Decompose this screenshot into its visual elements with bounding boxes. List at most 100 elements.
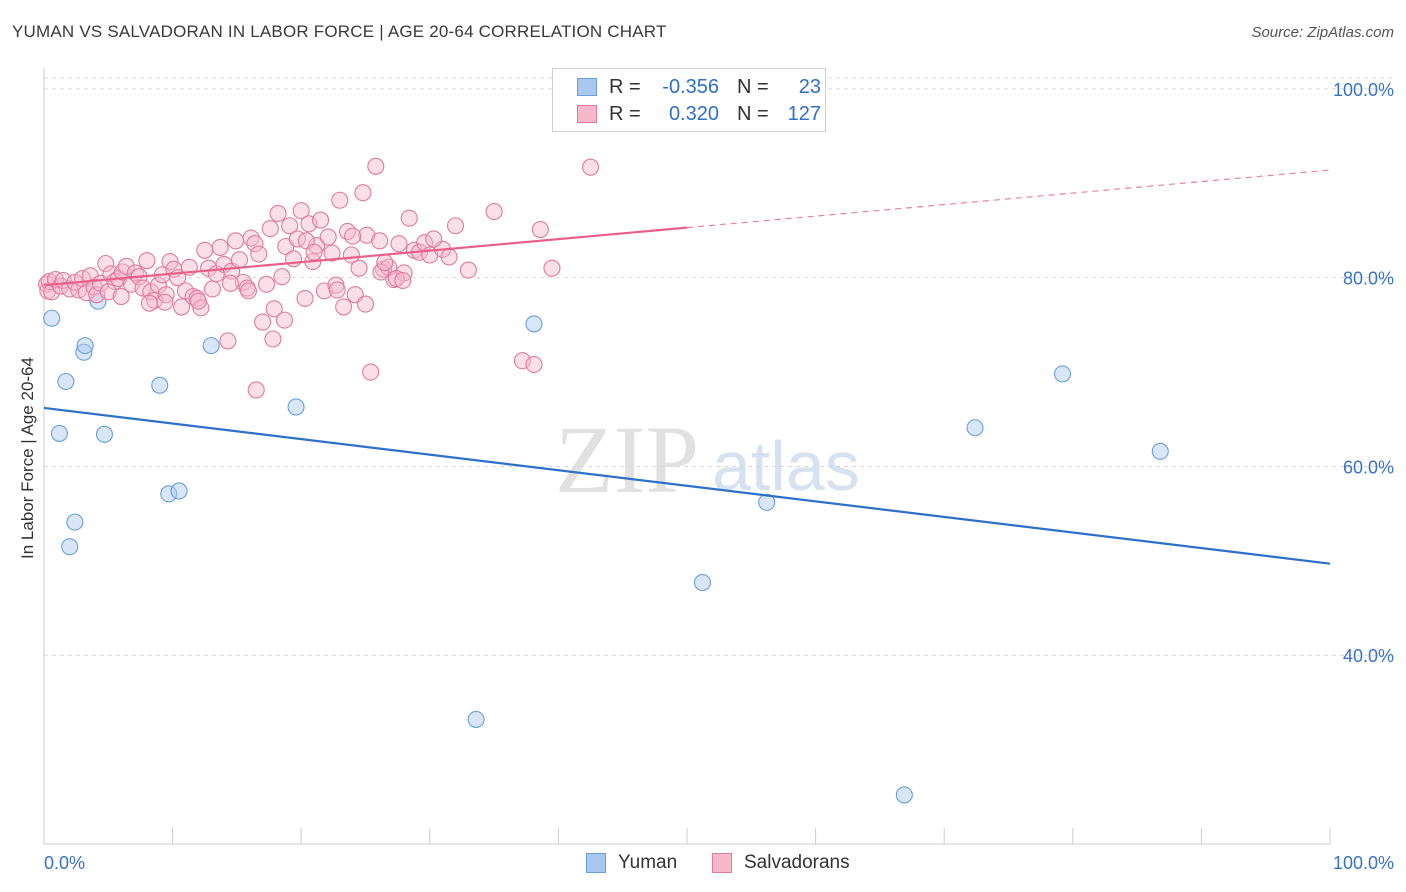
point-salvadorans <box>335 298 353 316</box>
point-salvadorans <box>485 203 503 221</box>
point-salvadorans <box>581 158 600 176</box>
series-legend-yuman[interactable]: Yuman <box>586 852 677 874</box>
legend-r-label: R = <box>609 75 641 98</box>
point-yuman <box>467 710 485 728</box>
point-salvadorans <box>265 300 283 318</box>
point-yuman <box>693 573 711 592</box>
point-yuman <box>43 309 61 327</box>
point-salvadorans <box>192 299 210 317</box>
legend-n-label: N = <box>737 75 769 98</box>
point-salvadorans <box>138 252 156 270</box>
point-salvadorans <box>230 251 249 269</box>
point-salvadorans <box>525 355 543 374</box>
point-salvadorans <box>376 254 394 272</box>
y-tick-label: 100.0% <box>1333 80 1394 100</box>
point-salvadorans <box>254 313 272 331</box>
legend-r-value: -0.356 <box>662 75 719 98</box>
point-salvadorans <box>323 244 341 262</box>
point-salvadorans <box>372 263 390 281</box>
point-yuman <box>151 376 169 394</box>
point-salvadorans <box>305 243 323 261</box>
legend-r-value: 0.320 <box>668 102 719 125</box>
point-salvadorans <box>387 270 405 288</box>
point-salvadorans <box>543 259 561 277</box>
point-salvadorans <box>247 381 265 399</box>
point-salvadorans <box>362 363 380 381</box>
trend-line-salvadorans <box>43 226 688 287</box>
point-salvadorans <box>459 261 477 279</box>
point-salvadorans <box>269 204 287 223</box>
series-legend: Yuman Salvadorans <box>0 852 1406 876</box>
point-salvadorans <box>350 259 368 277</box>
point-salvadorans <box>440 248 458 266</box>
point-salvadorans <box>446 217 465 235</box>
trend-extension-salvadorans <box>686 169 1331 229</box>
point-salvadorans <box>140 294 159 312</box>
point-salvadorans <box>246 235 264 253</box>
point-yuman <box>287 398 305 416</box>
point-salvadorans <box>354 184 372 202</box>
watermark-atlas: atlas <box>712 427 860 505</box>
point-salvadorans <box>344 227 362 245</box>
point-salvadorans <box>390 235 408 253</box>
y-tick-label: 80.0% <box>1343 269 1394 289</box>
point-salvadorans <box>367 157 385 175</box>
point-yuman <box>966 419 984 437</box>
y-tick-label: 40.0% <box>1343 646 1394 666</box>
point-salvadorans <box>221 274 240 292</box>
point-salvadorans <box>250 245 268 263</box>
series-label-yuman: Yuman <box>618 852 678 873</box>
point-salvadorans <box>371 232 389 250</box>
point-yuman <box>160 485 178 503</box>
point-salvadorans <box>99 283 117 301</box>
point-yuman <box>61 538 79 556</box>
point-yuman <box>1053 365 1072 383</box>
point-salvadorans <box>203 280 222 298</box>
point-salvadorans <box>196 241 214 259</box>
chart-title: YUMAN VS SALVADORAN IN LABOR FORCE | AGE… <box>12 22 667 41</box>
point-salvadorans <box>112 287 130 306</box>
tick-labels: 40.0% 60.0% 80.0% 100.0% 0.0% 100.0% <box>44 80 1394 873</box>
point-salvadorans <box>531 220 549 239</box>
point-salvadorans <box>219 332 237 350</box>
legend-r-label: R = <box>609 102 641 125</box>
point-salvadorans <box>281 217 299 235</box>
point-salvadorans <box>319 228 337 246</box>
grid-lines <box>44 77 1394 656</box>
series-swatch-salvadorans <box>712 853 732 873</box>
legend-n-value: 127 <box>787 102 821 125</box>
point-yuman <box>170 482 188 500</box>
point-salvadorans <box>227 232 245 250</box>
point-salvadorans <box>338 222 357 240</box>
point-salvadorans <box>292 202 310 220</box>
point-salvadorans <box>264 330 282 348</box>
legend-n-value: 23 <box>798 75 821 98</box>
point-salvadorans <box>97 254 115 273</box>
point-salvadorans <box>311 211 330 229</box>
legend-swatch-yuman <box>577 78 597 96</box>
point-salvadorans <box>261 220 279 238</box>
series-legend-salvadorans[interactable]: Salvadorans <box>712 852 850 874</box>
point-salvadorans <box>273 268 291 286</box>
point-salvadorans <box>425 230 443 248</box>
point-yuman <box>95 425 113 443</box>
point-salvadorans <box>356 295 375 313</box>
trend-lines <box>43 169 1331 565</box>
point-salvadorans <box>308 237 326 255</box>
point-salvadorans <box>173 298 191 316</box>
point-yuman <box>50 424 68 442</box>
axes <box>43 68 1331 845</box>
point-salvadorans <box>239 282 258 300</box>
point-salvadorans <box>394 271 412 290</box>
point-salvadorans <box>188 289 206 307</box>
point-yuman <box>202 337 220 355</box>
y-tick-label: 60.0% <box>1343 457 1394 477</box>
point-salvadorans <box>400 209 418 227</box>
point-salvadorans <box>296 289 314 307</box>
trend-line-yuman <box>43 406 1331 565</box>
point-salvadorans <box>328 281 346 299</box>
point-salvadorans <box>257 275 276 293</box>
point-yuman <box>758 493 776 511</box>
point-salvadorans <box>238 279 256 297</box>
